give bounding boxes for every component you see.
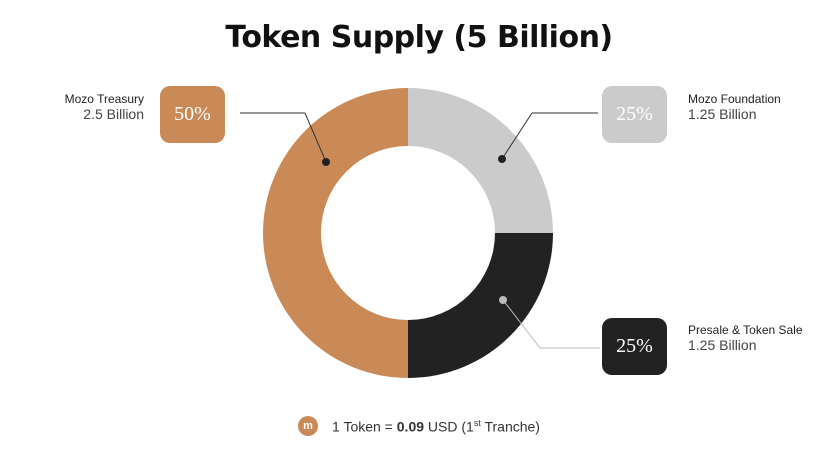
- legend-treasury: Mozo Treasury 2.5 Billion: [65, 92, 144, 122]
- legend-foundation: Mozo Foundation 1.25 Billion: [688, 92, 781, 122]
- leader-line: [502, 299, 600, 349]
- slice-amount: 2.5 Billion: [83, 106, 144, 122]
- percent-box-treasury: 50%: [160, 86, 225, 143]
- leader-line: [501, 112, 598, 160]
- mozo-coin-icon: m: [298, 416, 319, 436]
- slice-mozo-treasury: [263, 88, 408, 378]
- percent-box-foundation: 25%: [602, 86, 667, 143]
- chart-title: Token Supply (5 Billion): [225, 20, 613, 55]
- slice-name: Presale & Token Sale: [688, 323, 803, 337]
- slice-presale-token-sale: [408, 233, 553, 378]
- percent-box-presale: 25%: [602, 318, 667, 375]
- slice-name: Mozo Treasury: [64, 92, 144, 106]
- leader-dot: [499, 296, 507, 304]
- price-text: 1 Token = 0.09 USD (1st Tranche): [332, 417, 540, 435]
- slice-amount: 1.25 Billion: [688, 337, 757, 353]
- token-price: m 1 Token = 0.09 USD (1st Tranche): [0, 416, 838, 436]
- slice-amount: 1.25 Billion: [688, 106, 757, 122]
- leader-dot: [498, 155, 506, 163]
- leader-dot: [322, 158, 330, 166]
- slice-name: Mozo Foundation: [688, 92, 781, 106]
- leader-line: [240, 112, 327, 163]
- legend-presale: Presale & Token Sale 1.25 Billion: [688, 323, 803, 353]
- slice-mozo-foundation: [408, 88, 553, 233]
